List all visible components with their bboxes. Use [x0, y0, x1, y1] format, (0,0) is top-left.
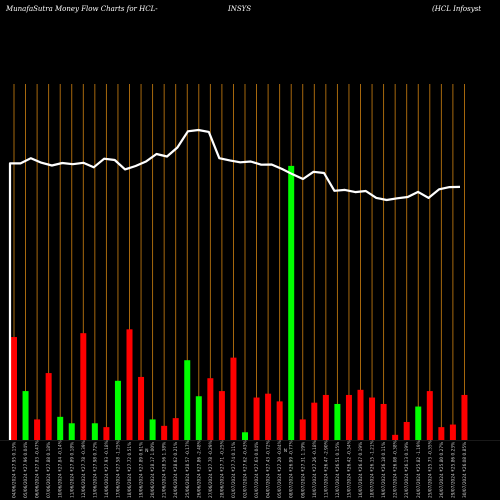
x-axis-label: 09/07/2024 ₹27.31 1.19% [300, 442, 306, 498]
x-axis-label: 27/06/2024 ₹27.78 -0.29% [208, 440, 214, 498]
money-flow-bar [357, 389, 364, 440]
money-flow-bar [253, 397, 260, 440]
money-flow-bar [138, 376, 145, 440]
money-flow-bar [22, 391, 29, 440]
money-flow-bar [195, 396, 202, 440]
x-axis-label: 13/06/2024 ₹27.98 0.72% [92, 442, 98, 498]
period-marker: N [145, 448, 148, 454]
money-flow-bar [103, 427, 110, 440]
price-line-layer [8, 128, 461, 440]
x-axis-label: 15/07/2024 ₹26.42 -0.34% [346, 440, 352, 498]
x-axis-label: 14/06/2024 ₹27.93 -0.18% [104, 440, 110, 498]
x-axis-label: 05/06/2024 ₹27.96 0.04% [23, 442, 29, 498]
x-axis-label: 10/07/2024 ₹27.26 -0.18% [312, 440, 318, 498]
x-axis-labels: 04/06/2024 ₹27.95 0.15% 05/06/2024 ₹27.96… [12, 440, 468, 498]
x-axis-label: 30/07/2024 ₹26.08 0.85% [462, 442, 468, 498]
x-axis-label: 08/07/2024 ₹26.99 -0.77% [289, 440, 295, 498]
money-flow-bar [334, 403, 341, 440]
x-axis-label: 12/06/2024 ₹27.78 -0.39% [81, 440, 87, 498]
x-axis-label: 24/06/2024 ₹28.62 0.21% [173, 442, 179, 498]
x-axis-label: 21/06/2024 ₹28.56 1.38% [162, 442, 168, 498]
x-axis-label: 25/06/2024 ₹28.57 -0.17% [185, 440, 191, 498]
money-flow-bar [149, 419, 156, 440]
x-axis-label: 23/07/2024 ₹26.13 0.19% [404, 442, 410, 498]
x-axis-label: 10/06/2024 ₹27.84 -0.14% [58, 440, 64, 498]
x-axis-label: 01/07/2024 ₹27.74 0.11% [231, 442, 237, 498]
x-axis-label: 19/06/2024 ₹27.89 0.61% [139, 442, 145, 498]
money-flow-bar [311, 402, 318, 440]
money-flow-bar [230, 357, 237, 440]
x-axis-label: 25/07/2024 ₹25.73 -0.35% [427, 440, 433, 498]
money-flow-bars [11, 165, 468, 440]
money-flow-bar [426, 391, 433, 440]
money-flow-bar [380, 403, 387, 440]
money-flow-bar [288, 165, 295, 440]
money-flow-bar [449, 424, 456, 440]
period-marker: N [284, 448, 287, 454]
x-axis-label: 28/06/2024 ₹27.71 -0.25% [219, 440, 225, 498]
money-flow-bar [299, 419, 306, 440]
x-axis-label: 05/07/2024 ₹27.20 -0.84% [277, 440, 283, 498]
x-axis-label: 20/06/2024 ₹28.17 1.00% [150, 442, 156, 498]
x-axis-label: 22/07/2024 ₹26.08 -0.38% [393, 440, 399, 498]
money-flow-bar [276, 401, 283, 440]
money-flow-bar [172, 418, 179, 440]
money-flow-bar [265, 393, 272, 440]
price-line [8, 128, 461, 440]
x-axis-label: 02/07/2024 ₹27.62 -0.43% [243, 440, 249, 498]
money-flow-bar [68, 423, 75, 440]
x-axis-label: 03/07/2024 ₹27.63 0.04% [254, 442, 260, 498]
chart-title-middle: INSYS [227, 5, 251, 13]
money-flow-bar [34, 419, 41, 440]
money-flow-bar [45, 373, 52, 440]
x-axis-label: 04/06/2024 ₹27.95 0.15% [12, 442, 18, 498]
money-flow-bar [184, 360, 191, 440]
money-flow-bar [242, 432, 248, 440]
money-flow-bar [392, 434, 399, 440]
money-flow-bar [207, 378, 214, 440]
x-axis-label: 17/06/2024 ₹27.58 -1.25% [115, 440, 121, 498]
money-flow-bar [80, 333, 87, 440]
money-flow-bar [438, 427, 445, 440]
money-flow-bar [369, 397, 376, 440]
money-flow-bar [415, 406, 422, 440]
money-flow-bar [11, 337, 17, 440]
money-flow-bar [218, 391, 225, 440]
money-flow-bar [345, 394, 352, 440]
x-axis-label: 24/07/2024 ₹25.82 -1.19% [416, 440, 422, 498]
x-axis-label: 11/07/2024 ₹26.47 -2.90% [323, 440, 329, 498]
x-axis-label: 26/07/2024 ₹25.80 0.27% [439, 442, 445, 498]
chart-title-left: MunafaSutra Money Flow Charts for HCL- [5, 5, 158, 13]
money-flow-bar [322, 394, 329, 440]
x-axis-label: 19/07/2024 ₹26.18 0.11% [381, 442, 387, 498]
x-axis-label: 26/06/2024 ₹27.86 -2.48% [196, 440, 202, 498]
money-flow-bar [126, 329, 133, 440]
money-flow-bar [114, 380, 121, 440]
money-flow-bar [461, 394, 468, 440]
x-axis-label: 11/06/2024 ₹27.89 0.18% [69, 442, 75, 498]
x-axis-label: 07/06/2024 ₹27.88 0.18% [46, 442, 52, 498]
x-axis-label: 12/07/2024 ₹26.51 0.15% [335, 442, 341, 498]
x-axis-label: 18/07/2024 ₹26.15 -1.21% [370, 440, 376, 498]
x-axis-label: 18/06/2024 ₹27.72 0.51% [127, 442, 133, 498]
money-flow-bar [91, 423, 98, 440]
money-flow-bar [403, 421, 410, 440]
chart-title-right: (HCL Infosyst [432, 5, 481, 13]
x-axis-label: 29/07/2024 ₹25.86 0.23% [450, 442, 456, 498]
money-flow-bar [57, 416, 64, 440]
x-axis-label: 04/07/2024 ₹27.43 -0.72% [266, 440, 272, 498]
money-flow-bar [161, 425, 168, 440]
x-axis-label: 16/07/2024 ₹26.47 0.19% [358, 442, 364, 498]
x-axis-label: 06/06/2024 ₹27.83 -0.47% [35, 440, 41, 498]
